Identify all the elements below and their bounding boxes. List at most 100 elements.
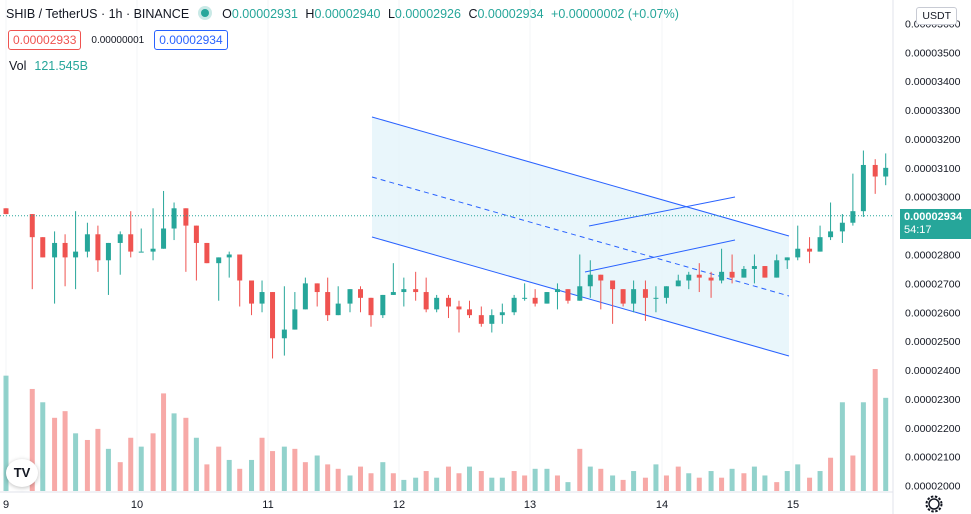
buy-sell-panel: 0.00002933 0.00000001 0.00002934 (8, 30, 228, 50)
volume-bar (631, 471, 637, 491)
small-channel-lower-line[interactable] (584, 239, 736, 273)
candle-body (565, 289, 571, 301)
sell-button[interactable]: 0.00002933 (8, 30, 82, 50)
buy-button[interactable]: 0.00002934 (154, 30, 228, 50)
volume-bar (434, 477, 440, 491)
candle-body (554, 289, 560, 293)
time-tick-label: 15 (787, 499, 799, 511)
volume-bar (839, 402, 845, 491)
volume-bar (489, 477, 495, 491)
change-value: +0.00000002 (+0.07%) (551, 7, 679, 21)
candle-body (544, 292, 550, 304)
volume-bar (511, 471, 517, 491)
volume-bar (642, 477, 648, 491)
volume-bar (872, 369, 878, 491)
low-value: 0.00002926 (394, 7, 461, 21)
volume-bars (3, 369, 965, 491)
candle-body (325, 292, 331, 316)
candle-body (204, 242, 210, 264)
symbol-title[interactable]: SHIB / TetherUS · 1h · BINANCE (6, 7, 190, 21)
candle-body (587, 274, 593, 287)
candle-body (40, 237, 46, 258)
candle-body (489, 315, 495, 324)
candle-body (762, 266, 768, 278)
candle-body (807, 248, 813, 252)
last-price-label: 0.00002934 54:17 (900, 209, 971, 239)
candle-body (347, 289, 353, 304)
volume-bar (456, 473, 462, 491)
volume-bar (784, 471, 790, 491)
price-tick-label: 0.00002800 (905, 250, 961, 262)
open-key: O (222, 7, 232, 21)
volume-bar (774, 482, 780, 491)
price-tick-label: 0.00003000 (905, 192, 961, 204)
tradingview-logo[interactable]: TV (6, 459, 38, 487)
volume-bar (52, 417, 58, 491)
volume-bar (73, 433, 79, 491)
close-key: C (468, 7, 478, 21)
candle-body (302, 283, 308, 310)
volume-bar (478, 471, 484, 491)
volume-bar (380, 462, 386, 491)
volume-label[interactable]: Vol (9, 59, 27, 73)
candle-body (511, 297, 517, 313)
price-tick-label: 0.00003300 (905, 105, 961, 117)
candle-body (314, 283, 320, 293)
volume-bar (325, 464, 331, 491)
volume-bar (729, 468, 735, 491)
volume-bar (281, 446, 287, 491)
candle-body (478, 315, 484, 324)
volume-bar (686, 473, 692, 491)
candle-body (226, 254, 232, 258)
close-value: 0.00002934 (477, 7, 544, 21)
volume-bar (117, 462, 123, 491)
volume-bar (183, 417, 189, 491)
volume-bar (105, 448, 111, 491)
price-tick-label: 0.00002400 (905, 365, 961, 377)
candle-body (751, 266, 757, 269)
candle-body (358, 289, 364, 298)
volume-bar (423, 471, 429, 491)
candle-body (577, 286, 583, 301)
volume-bar (226, 459, 232, 491)
small-channel-upper-line[interactable] (588, 196, 736, 227)
volume-bar (368, 473, 374, 491)
currency-button[interactable]: USDT (916, 7, 957, 25)
candle-body (335, 303, 341, 316)
volume-bar (532, 468, 538, 491)
candle-body (423, 292, 429, 310)
volume-bar (499, 477, 505, 491)
price-tick-label: 0.00002600 (905, 307, 961, 319)
candle-body (719, 271, 725, 281)
volume-bar (84, 439, 90, 491)
candle-body (828, 231, 834, 238)
candle-body (456, 306, 462, 310)
candle-body (620, 289, 626, 304)
candle-body (499, 312, 505, 316)
candle-body (774, 260, 780, 278)
candle-body (138, 251, 144, 253)
volume-bar (128, 437, 134, 491)
candle-body (183, 208, 189, 226)
low-key: L (387, 7, 395, 21)
candle-body (434, 297, 440, 310)
volume-bar (807, 477, 813, 491)
candle-body (610, 280, 616, 290)
volume-bar (762, 475, 768, 491)
candle-body (445, 297, 451, 307)
volume-bar (741, 473, 747, 491)
volume-bar (850, 455, 856, 491)
channel-upper-line[interactable] (371, 116, 790, 237)
symbol-legend: SHIB / TetherUS · 1h · BINANCE O 0.000029… (6, 7, 683, 21)
candle-body (62, 242, 68, 258)
candle-body (850, 211, 856, 223)
settings-gear-icon[interactable] (925, 495, 943, 513)
volume-bar (653, 464, 659, 491)
volume-bar (883, 397, 889, 491)
candle-body (784, 257, 790, 261)
volume-bar (358, 466, 364, 491)
volume-bar (544, 468, 550, 491)
price-axis[interactable] (893, 0, 971, 514)
volume-bar (161, 393, 167, 491)
